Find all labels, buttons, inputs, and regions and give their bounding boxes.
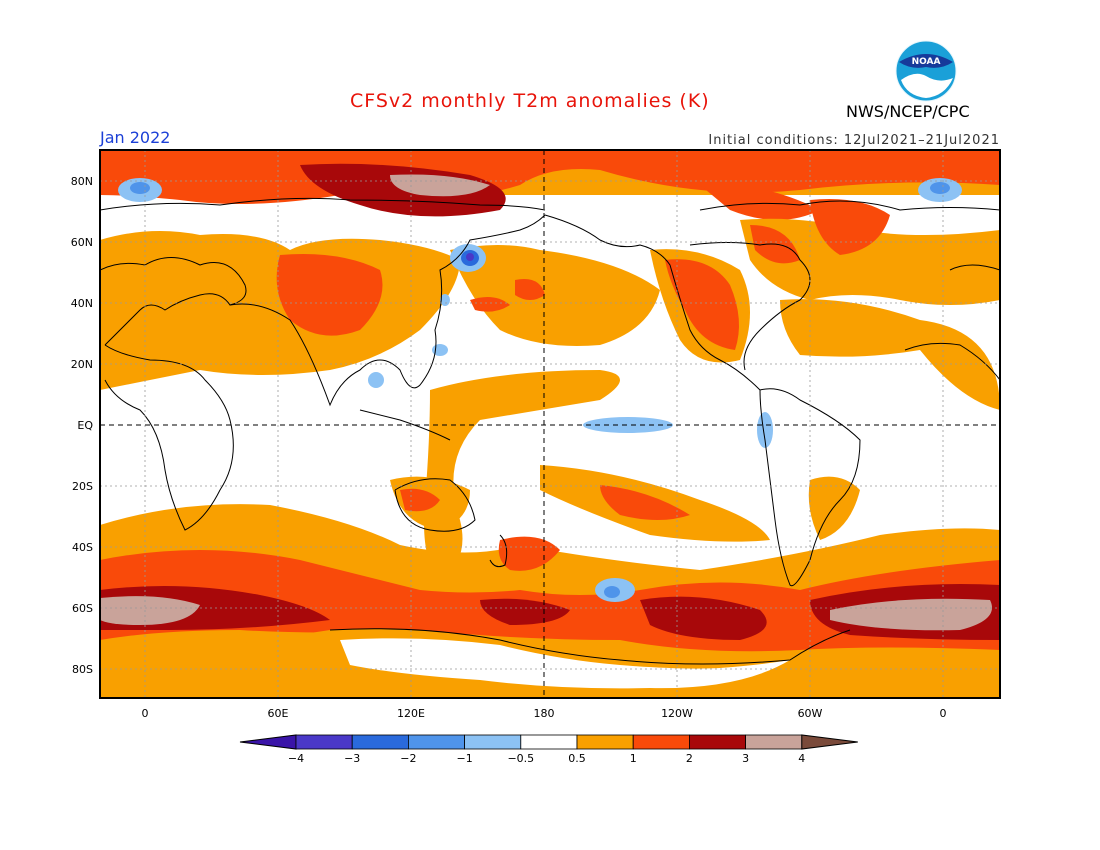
colorbar-tick-label: −2	[400, 752, 416, 765]
gridlines	[100, 150, 1000, 698]
logo-text: NOAA	[912, 57, 941, 67]
lat-label: 80N	[71, 175, 93, 188]
colorbar-segment	[576, 734, 634, 750]
map-frame	[99, 149, 1001, 699]
colorbar-segment	[295, 734, 353, 750]
noaa-logo: NOAA	[895, 40, 957, 102]
lon-label: 60W	[798, 707, 823, 720]
colorbar-tick-label: 0.5	[568, 752, 586, 765]
lat-label: EQ	[77, 419, 93, 432]
lon-label: 0	[142, 707, 149, 720]
initial-conditions: Initial conditions: 12Jul2021–21Jul2021	[708, 133, 1000, 148]
agency-label: NWS/NCEP/CPC	[846, 102, 970, 121]
colorbar-segment	[745, 734, 803, 750]
colorbar-segment	[239, 734, 297, 750]
colorbar-tick-label: 2	[686, 752, 693, 765]
lon-label: 180	[534, 707, 555, 720]
lon-axis: 0 60E 120E 180 120W 60W 0	[142, 707, 947, 720]
colorbar-segment	[407, 734, 465, 750]
lat-axis: 80N 60N 40N 20N EQ 20S 40S 60S 80S	[71, 175, 94, 676]
lat-label: 80S	[72, 663, 93, 676]
colorbar-segment	[801, 734, 858, 750]
colorbar-segment	[464, 734, 522, 750]
map-title: CFSv2 monthly T2m anomalies (K)	[350, 90, 710, 112]
colorbar-tick-label: −0.5	[507, 752, 534, 765]
lat-label: 40S	[72, 541, 93, 554]
lon-label: 120E	[397, 707, 425, 720]
colorbar-tick-label: 1	[630, 752, 637, 765]
equator-dateline	[100, 150, 1000, 698]
coastlines	[100, 197, 1000, 665]
colorbar-tick-label: −1	[456, 752, 472, 765]
colorbar-segment	[520, 734, 578, 750]
lat-label: 20S	[72, 480, 93, 493]
colorbar-tick-label: −4	[288, 752, 304, 765]
colorbar-segment	[632, 734, 690, 750]
valid-month: Jan 2022	[100, 128, 171, 147]
colorbar-tick-label: −3	[344, 752, 360, 765]
colorbar-segment	[689, 734, 747, 750]
colorbar-tick-label: 4	[798, 752, 805, 765]
lon-label: 0	[940, 707, 947, 720]
lat-label: 60N	[71, 236, 93, 249]
lat-label: 20N	[71, 358, 93, 371]
lon-label: 60E	[268, 707, 289, 720]
anomaly-fields	[100, 150, 1000, 698]
lon-label: 120W	[661, 707, 693, 720]
colorbar-tick-label: 3	[742, 752, 749, 765]
colorbar-segment	[351, 734, 409, 750]
lat-label: 60S	[72, 602, 93, 615]
colorbar: −4 −3 −2 −1 −0.5 0.5 1 2 3 4	[239, 734, 858, 765]
lat-label: 40N	[71, 297, 93, 310]
